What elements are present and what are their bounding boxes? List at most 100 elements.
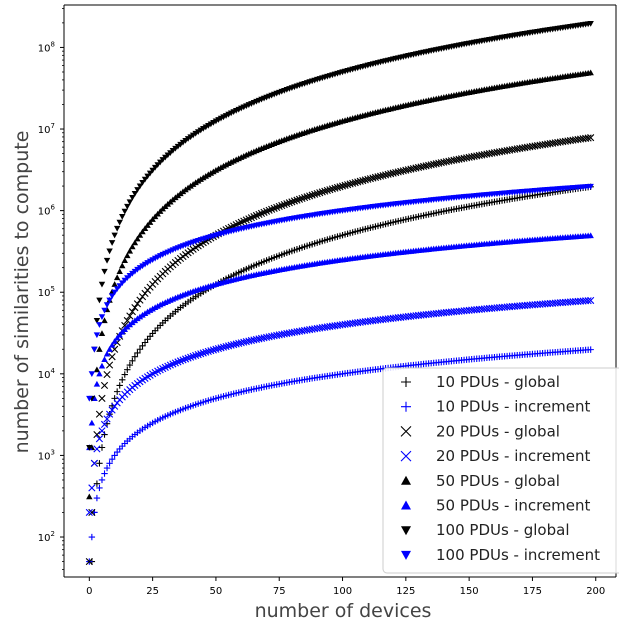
data-point (105, 361, 114, 369)
data-point (144, 308, 151, 315)
data-point (139, 180, 146, 186)
data-point (113, 274, 121, 281)
data-point (126, 312, 134, 320)
data-point (205, 171, 212, 178)
data-point (300, 193, 309, 202)
data-point (131, 239, 139, 246)
data-point (124, 203, 131, 210)
data-point (88, 484, 96, 492)
data-point (100, 420, 109, 428)
data-point (101, 307, 108, 314)
data-point (93, 380, 101, 387)
x-tick-label: 200 (586, 586, 605, 597)
series-10-pdus-increment (86, 346, 594, 565)
data-point (106, 460, 113, 467)
data-point (311, 190, 319, 198)
legend-label: 20 PDUs - increment (436, 447, 591, 465)
data-point (306, 192, 314, 200)
data-point (96, 484, 103, 492)
data-point (113, 334, 121, 341)
data-point (116, 382, 123, 389)
data-point (584, 134, 592, 142)
data-point (121, 257, 128, 264)
data-markers (85, 21, 595, 566)
data-point (96, 370, 103, 377)
x-tick-label: 50 (210, 586, 223, 597)
data-point (194, 351, 202, 359)
data-point (119, 262, 126, 269)
data-point (124, 366, 131, 373)
data-point (88, 533, 96, 541)
data-point (98, 476, 106, 484)
data-point (91, 346, 98, 353)
series-20-pdus-increment (85, 296, 595, 517)
data-point (103, 302, 111, 309)
data-point (121, 371, 128, 378)
data-point (318, 188, 326, 196)
data-point (108, 240, 116, 246)
legend-marker (400, 426, 412, 437)
data-point (200, 174, 207, 181)
data-point (280, 200, 288, 209)
legend-label: 50 PDUs - global (436, 472, 560, 490)
data-point (108, 353, 116, 361)
data-point (587, 69, 594, 76)
data-point (96, 460, 103, 467)
legend-marker (401, 475, 411, 485)
data-point (121, 208, 128, 215)
data-point (103, 415, 111, 423)
data-point (338, 182, 347, 190)
data-point (146, 307, 154, 313)
data-point (134, 187, 141, 193)
data-point (321, 187, 329, 195)
data-point (189, 352, 197, 360)
data-point (351, 179, 359, 187)
data-point (98, 394, 106, 402)
data-point (195, 177, 202, 184)
y-axis-label: number of similarities to compute (11, 131, 33, 454)
data-point (584, 297, 592, 305)
data-point (587, 134, 595, 142)
legend-label: 50 PDUs - increment (436, 497, 591, 515)
data-point (207, 347, 215, 355)
data-point (346, 180, 354, 188)
data-point (207, 169, 215, 176)
data-point (290, 197, 299, 205)
data-point (587, 346, 594, 353)
data-point (587, 296, 595, 305)
data-point (88, 419, 96, 426)
series-50-pdus-global (86, 69, 594, 500)
data-point (313, 189, 321, 198)
legend-marker (401, 550, 411, 560)
series-100-pdus-global (86, 21, 594, 451)
data-point (333, 183, 342, 192)
data-point (103, 350, 111, 357)
data-point (295, 195, 304, 203)
data-point (141, 176, 149, 183)
data-point (126, 361, 134, 369)
data-point (141, 225, 149, 231)
data-point (111, 232, 118, 239)
data-point (136, 231, 144, 238)
data-point (93, 445, 101, 453)
series-50-pdus-increment (86, 232, 594, 451)
data-point (85, 557, 93, 566)
data-point (139, 342, 146, 349)
y-tick-label: 106 (38, 204, 56, 218)
x-tick-label: 0 (86, 586, 92, 597)
data-point (100, 381, 109, 390)
data-point (98, 362, 106, 369)
data-point (101, 356, 108, 363)
legend-marker (401, 526, 411, 536)
data-point (119, 376, 126, 383)
x-axis-label: number of devices (255, 600, 432, 622)
data-point (86, 395, 93, 402)
data-point (131, 304, 139, 312)
data-point (133, 300, 142, 308)
data-point (278, 201, 286, 210)
data-point (341, 181, 349, 189)
data-point (116, 219, 123, 226)
series-20-pdus-global (85, 134, 595, 566)
data-point (131, 353, 139, 360)
